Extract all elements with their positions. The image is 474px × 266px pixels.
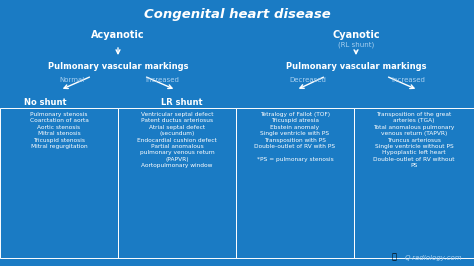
Bar: [236, 108, 354, 258]
Text: Decreased: Decreased: [290, 77, 327, 83]
Text: Pulmonary vascular markings: Pulmonary vascular markings: [48, 62, 188, 71]
Text: Q-radiology.com: Q-radiology.com: [405, 255, 463, 261]
Bar: [0, 108, 118, 258]
Text: Pulmonary stenosis
Coarctation of aorta
Aortic stenosis
Mitral stenosis
Tricuspi: Pulmonary stenosis Coarctation of aorta …: [29, 112, 89, 149]
Text: 🐕: 🐕: [392, 252, 397, 261]
Text: Pulmonary vascular markings: Pulmonary vascular markings: [286, 62, 426, 71]
Text: Tetralogy of Fallot (TOF)
Tricuspid atresia
Ebstein anomaly
Single ventricle wit: Tetralogy of Fallot (TOF) Tricuspid atre…: [255, 112, 336, 162]
Text: Ventricular septal defect
Patent ductus arteriosus
Atrial septal defect
(secundu: Ventricular septal defect Patent ductus …: [137, 112, 217, 168]
Text: LR shunt: LR shunt: [161, 98, 203, 107]
Text: No shunt: No shunt: [24, 98, 66, 107]
Bar: [354, 108, 474, 258]
Text: Congenital heart disease: Congenital heart disease: [144, 8, 330, 21]
Text: Acyanotic: Acyanotic: [91, 30, 145, 40]
Text: Cyanotic: Cyanotic: [332, 30, 380, 40]
Text: Normal: Normal: [59, 77, 85, 83]
Bar: [118, 108, 236, 258]
Text: Transposition of the great
arteries (TGA)
Total anomalous pulmonary
venous retur: Transposition of the great arteries (TGA…: [373, 112, 455, 168]
Text: Increased: Increased: [145, 77, 179, 83]
Text: (RL shunt): (RL shunt): [338, 41, 374, 48]
Text: Increased: Increased: [391, 77, 425, 83]
